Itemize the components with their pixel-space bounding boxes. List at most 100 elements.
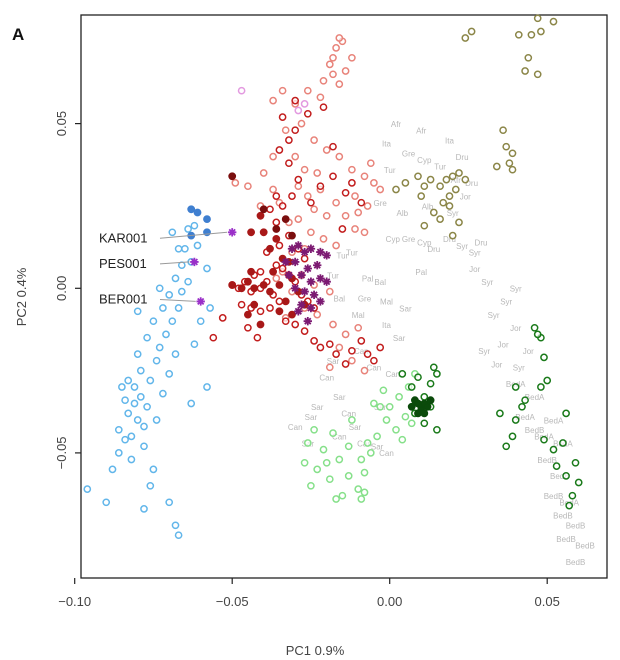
data-point bbox=[155, 284, 164, 293]
data-point bbox=[329, 320, 337, 329]
data-point bbox=[149, 465, 158, 474]
data-point bbox=[174, 531, 183, 540]
grey-population-label: BedB bbox=[544, 492, 564, 501]
grey-population-label: Tur bbox=[337, 252, 349, 261]
data-point bbox=[392, 425, 400, 434]
data-point bbox=[514, 30, 523, 39]
grey-population-label: Jor bbox=[460, 192, 471, 201]
data-point-asterisk bbox=[297, 300, 306, 309]
grey-population-label: Syr bbox=[469, 248, 481, 257]
data-point bbox=[433, 370, 441, 378]
annotation-leader-line bbox=[159, 231, 228, 239]
data-point bbox=[259, 228, 268, 237]
data-point bbox=[206, 304, 214, 312]
data-point bbox=[325, 287, 334, 296]
data-point-asterisk bbox=[287, 244, 297, 253]
grey-population-label: Sar bbox=[349, 423, 362, 432]
data-point-asterisk bbox=[322, 251, 331, 260]
data-point bbox=[118, 383, 126, 391]
data-point bbox=[316, 93, 325, 102]
data-point bbox=[228, 172, 237, 181]
data-point bbox=[370, 399, 378, 408]
data-point bbox=[370, 179, 378, 187]
data-point bbox=[436, 215, 444, 223]
data-point bbox=[533, 330, 542, 339]
data-point bbox=[338, 491, 347, 500]
data-point bbox=[316, 343, 325, 352]
data-point bbox=[231, 179, 240, 187]
data-point bbox=[177, 287, 186, 296]
data-point bbox=[322, 211, 331, 220]
data-point bbox=[571, 458, 580, 467]
data-point bbox=[250, 284, 259, 293]
data-point bbox=[256, 267, 265, 276]
data-point bbox=[366, 449, 375, 457]
data-point bbox=[288, 231, 296, 240]
data-point bbox=[136, 393, 145, 401]
data-point bbox=[344, 442, 353, 451]
data-point bbox=[269, 152, 277, 161]
data-point bbox=[237, 284, 246, 293]
data-point bbox=[294, 175, 303, 184]
data-point bbox=[121, 396, 129, 405]
data-point bbox=[278, 86, 287, 95]
sample-points bbox=[83, 14, 583, 540]
data-point bbox=[316, 182, 325, 191]
data-point bbox=[423, 402, 432, 411]
data-point bbox=[291, 126, 300, 135]
data-point bbox=[499, 126, 507, 135]
data-point bbox=[168, 228, 177, 237]
data-point bbox=[127, 432, 136, 441]
data-point-asterisk bbox=[190, 257, 199, 267]
data-point bbox=[335, 343, 344, 352]
x-tick-label: 0.00 bbox=[377, 594, 402, 609]
data-point bbox=[376, 343, 385, 352]
data-point bbox=[344, 472, 353, 480]
grey-population-label: Tur bbox=[327, 271, 339, 280]
data-point bbox=[244, 277, 252, 286]
grey-population-label: Can bbox=[319, 374, 334, 383]
data-point bbox=[360, 228, 369, 237]
data-point bbox=[114, 449, 123, 457]
data-point bbox=[319, 235, 328, 243]
data-point bbox=[436, 182, 444, 191]
data-point bbox=[159, 389, 167, 398]
data-point bbox=[146, 376, 155, 385]
data-point bbox=[272, 235, 281, 243]
data-point bbox=[136, 366, 145, 375]
data-point bbox=[228, 281, 237, 289]
data-point bbox=[549, 17, 558, 26]
data-point bbox=[310, 136, 318, 144]
data-point-asterisk bbox=[300, 287, 309, 296]
data-point bbox=[294, 106, 303, 115]
data-point-asterisk bbox=[284, 270, 294, 280]
data-point bbox=[272, 192, 281, 200]
data-point bbox=[461, 34, 470, 42]
data-point bbox=[341, 188, 350, 197]
data-point bbox=[250, 300, 259, 309]
data-point bbox=[187, 399, 196, 408]
data-point bbox=[392, 185, 400, 194]
data-point bbox=[382, 416, 391, 424]
data-point bbox=[341, 330, 350, 339]
grey-population-label: Syr bbox=[513, 364, 525, 373]
data-point bbox=[455, 218, 463, 227]
grey-population-label: Jor bbox=[510, 324, 521, 333]
data-point bbox=[543, 376, 552, 385]
data-point bbox=[190, 221, 199, 230]
data-point bbox=[524, 53, 533, 62]
data-point bbox=[244, 182, 252, 191]
data-point bbox=[102, 498, 111, 507]
grey-population-label: Ita bbox=[445, 136, 454, 145]
data-point bbox=[360, 366, 369, 375]
data-point bbox=[445, 202, 454, 210]
grey-population-label: Can bbox=[332, 433, 347, 442]
data-point bbox=[505, 159, 514, 168]
data-point bbox=[269, 96, 277, 105]
data-point bbox=[379, 386, 388, 395]
data-point bbox=[203, 215, 211, 224]
data-point bbox=[281, 126, 290, 135]
data-point bbox=[540, 435, 548, 444]
grey-population-label: Gre bbox=[402, 150, 416, 159]
data-point bbox=[332, 44, 340, 52]
